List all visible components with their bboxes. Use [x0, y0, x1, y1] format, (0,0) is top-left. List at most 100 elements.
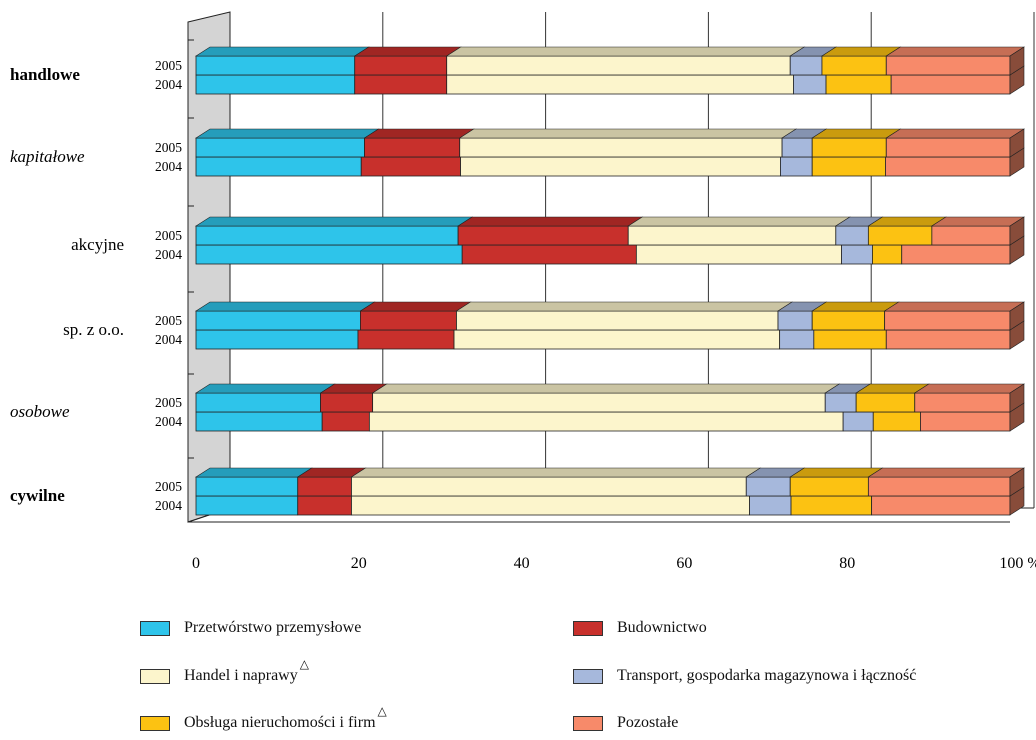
- bar-segment: [195, 329, 359, 350]
- bar-segment: [371, 383, 841, 413]
- category-label: sp. z o.o.: [63, 320, 124, 339]
- bar-segment: [321, 411, 370, 432]
- bar-front: [351, 495, 750, 516]
- x-tick-label: 40: [514, 555, 530, 572]
- bar-front: [920, 411, 1011, 432]
- bar-front: [811, 137, 887, 158]
- bar-front: [884, 310, 1011, 331]
- bar-top: [883, 301, 1026, 312]
- bar-segment: [195, 495, 299, 516]
- bar-top: [194, 383, 336, 394]
- bar-front: [781, 137, 813, 158]
- bar-front: [855, 392, 916, 413]
- year-label: 2004: [155, 332, 182, 347]
- category-label: osobowe: [10, 402, 70, 421]
- bar-front: [780, 156, 813, 177]
- bar-segment: [319, 383, 388, 413]
- bar-front: [372, 392, 826, 413]
- bar-front: [195, 329, 359, 350]
- bar-front: [354, 74, 448, 95]
- year-label: 2005: [155, 140, 182, 155]
- bar-segment: [842, 411, 874, 432]
- bar-segment: [789, 467, 884, 497]
- bar-segment: [834, 216, 884, 246]
- bar-segment: [855, 383, 930, 413]
- bar-front: [749, 495, 792, 516]
- year-label: 2004: [155, 498, 182, 513]
- year-label: 2005: [155, 228, 182, 243]
- bar-top: [789, 467, 884, 478]
- year-label: 2004: [155, 77, 182, 92]
- bar-side: [1009, 301, 1025, 331]
- bar-segment: [194, 128, 380, 158]
- bar-front: [835, 225, 869, 246]
- bar-front: [779, 329, 815, 350]
- bar-front: [890, 74, 1011, 95]
- bar-front: [635, 244, 842, 265]
- bar-segment: [901, 235, 1025, 265]
- bar-segment: [458, 128, 798, 158]
- bar-front: [195, 411, 323, 432]
- bar-segment: [350, 467, 762, 497]
- bar-front: [195, 74, 356, 95]
- bar-front: [195, 476, 299, 497]
- bar-front: [825, 74, 892, 95]
- bar-front: [195, 310, 361, 331]
- bar-front: [793, 74, 827, 95]
- bar-segment: [811, 301, 900, 331]
- bar-segment: [194, 46, 370, 76]
- bar-front: [446, 55, 791, 76]
- bar-front: [871, 495, 1011, 516]
- bar-segment: [194, 216, 474, 246]
- bar-top: [627, 216, 851, 227]
- bar-segment: [885, 128, 1026, 158]
- bar-front: [914, 392, 1011, 413]
- bar-segment: [776, 301, 828, 331]
- bar-front: [320, 392, 374, 413]
- bar-front: [195, 156, 362, 177]
- bar-segment: [779, 329, 815, 350]
- bar-front: [461, 244, 637, 265]
- bar-segment: [867, 216, 947, 246]
- x-tick-label: 20: [351, 555, 367, 572]
- bar-front: [872, 244, 903, 265]
- year-label: 2005: [155, 479, 182, 494]
- bar-segment: [793, 74, 827, 95]
- bar-front: [627, 225, 837, 246]
- bar-front: [789, 476, 869, 497]
- bar-top: [194, 46, 370, 57]
- year-label: 2004: [155, 247, 182, 262]
- bar-side: [1009, 383, 1025, 413]
- bar-segment: [872, 244, 903, 265]
- bar-segment: [359, 301, 472, 331]
- bar-segment: [749, 495, 792, 516]
- bar-top: [455, 301, 794, 312]
- bar-segment: [745, 467, 806, 497]
- category-label: kapitałowe: [10, 147, 85, 166]
- bar-segment: [627, 216, 851, 246]
- bar-front: [813, 329, 887, 350]
- bar-side: [1009, 128, 1025, 158]
- bar-segment: [296, 467, 367, 497]
- bar-front: [811, 156, 886, 177]
- bar-segment: [867, 467, 1026, 497]
- category-label: cywilne: [10, 486, 65, 505]
- bar-front: [885, 329, 1011, 350]
- bar-segment: [825, 74, 892, 95]
- bar-segment: [357, 329, 455, 350]
- bar-front: [297, 476, 352, 497]
- bar-front: [460, 156, 781, 177]
- bar-top: [353, 46, 462, 57]
- bar-segment: [351, 495, 750, 516]
- bar-segment: [460, 156, 781, 177]
- x-tick-label: 60: [676, 555, 692, 572]
- bar-segment: [195, 156, 362, 177]
- category-label: akcyjne: [71, 235, 124, 254]
- bar-segment: [194, 467, 313, 497]
- bar-front: [195, 55, 356, 76]
- bar-front: [885, 137, 1011, 158]
- bar-segment: [813, 329, 887, 350]
- bar-segment: [363, 128, 475, 158]
- bar-front: [195, 495, 299, 516]
